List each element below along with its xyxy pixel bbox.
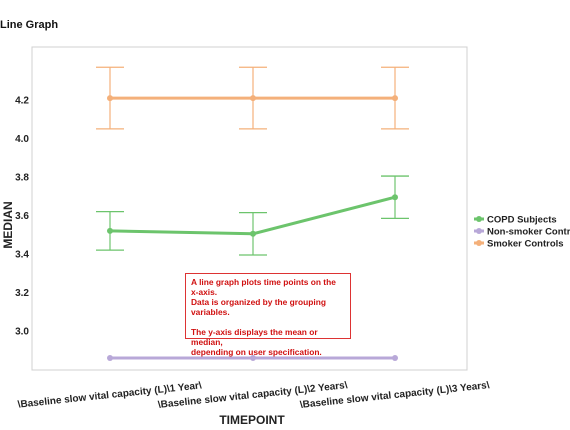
series-non-smoker-controls <box>107 354 398 361</box>
annotation-box: A line graph plots time points on the x-… <box>185 273 351 357</box>
y-tick-label: 3.6 <box>15 211 29 222</box>
annotation-line: A line graph plots time points on the x-… <box>191 277 336 297</box>
legend-marker <box>476 228 482 234</box>
y-tick-label: 3.8 <box>15 173 29 184</box>
series-layer <box>96 66 409 361</box>
y-axis-title: MEDIAN <box>1 201 15 248</box>
data-point <box>107 227 113 234</box>
data-point <box>250 95 256 102</box>
data-point <box>250 354 256 361</box>
data-point <box>392 95 398 102</box>
annotation-line: The y-axis displays the mean or median, <box>191 327 318 347</box>
annotation-line: Data is organized by the grouping variab… <box>191 297 326 317</box>
x-axis: \Baseline slow vital capacity (L)\1 Year… <box>17 380 490 411</box>
series-smoker-controls <box>96 66 409 130</box>
legend-item-label: Smoker Controls <box>487 239 564 250</box>
data-point <box>392 194 398 201</box>
page-title: Line Graph <box>0 19 59 31</box>
data-point <box>392 354 398 361</box>
data-point <box>250 230 256 237</box>
y-tick-label: 3.4 <box>15 250 29 261</box>
legend-item-label: COPD Subjects <box>487 215 557 226</box>
legend-marker <box>476 216 482 222</box>
series-copd-subjects <box>96 175 409 256</box>
x-axis-title: TIMEPOINT <box>219 413 285 427</box>
data-point <box>107 354 113 361</box>
y-tick-label: 4.2 <box>15 96 29 107</box>
plot-area <box>31 46 468 371</box>
data-point <box>107 95 113 102</box>
y-tick-label: 3.0 <box>15 327 29 338</box>
legend-item-label: Non-smoker Controls <box>487 227 570 238</box>
y-tick-label: 4.0 <box>15 134 29 145</box>
y-axis: 3.0 3.2 3.4 3.6 3.8 4.0 4.2 <box>15 96 29 338</box>
y-tick-label: 3.2 <box>15 288 29 299</box>
legend-marker <box>476 240 482 246</box>
annotation-line: depending on user specification. <box>191 347 322 357</box>
